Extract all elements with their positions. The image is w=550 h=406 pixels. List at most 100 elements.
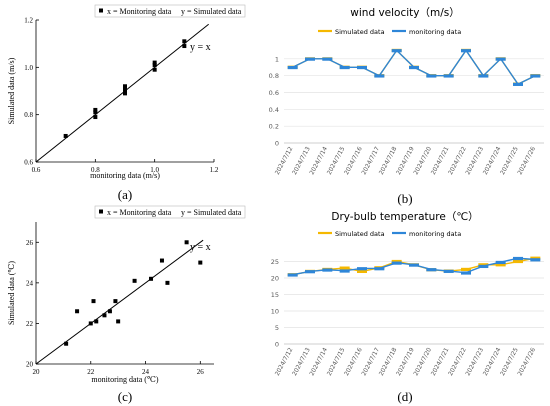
legend-label-monitoring-b: monitoring data: [409, 28, 461, 36]
y-tick-label: 20: [26, 361, 34, 369]
ticks-c: 20 22 24 26 20 22 24 26: [26, 239, 204, 376]
y-tick-label: 15: [271, 291, 279, 299]
y-tick-label: 22: [26, 320, 34, 328]
legend-b: Simulated data monitoring data: [318, 28, 461, 36]
scatter-point: [123, 91, 127, 96]
scatter-point: [198, 260, 203, 265]
legend-label-simulated-d: Simulated data: [335, 230, 385, 238]
scatter-point: [116, 319, 121, 324]
scatter-point: [94, 319, 99, 324]
panel-label-b: (b): [397, 191, 412, 206]
scatter-point: [102, 313, 107, 318]
reference-line-label-c: y = x: [190, 242, 211, 253]
scatter-point: [152, 67, 157, 72]
scatter-point: [93, 110, 98, 115]
y-tick-label: 20: [271, 275, 279, 283]
x-tick-label: 26: [197, 368, 205, 376]
panel-label-d: (d): [397, 389, 412, 404]
points-c: [64, 240, 203, 346]
x-tick-label: 24: [142, 368, 150, 376]
grid-b: 0 0.2 0.4 0.6 0.8 1: [269, 55, 544, 148]
legend-box-c: [94, 205, 246, 219]
x-tick-label: 1.0: [150, 166, 159, 174]
legend-label-simulated-b: Simulated data: [335, 28, 385, 36]
y-tick-label: 0.4: [269, 106, 279, 114]
scatter-point: [132, 278, 137, 283]
scatter-point: [123, 84, 127, 89]
series-lines-b: [287, 48, 541, 86]
x-axis-label-c: monitoring data (℃): [91, 375, 158, 384]
x-axis-label-a: monitoring data (m/s): [90, 171, 160, 180]
x-tick-label: 1.2: [210, 166, 219, 174]
y-tick-label: 0.2: [269, 123, 279, 131]
scatter-point: [184, 240, 189, 245]
y-tick-label: 0: [275, 140, 279, 148]
chart-title-d: Dry-bulb temperature（℃）: [331, 211, 478, 223]
y-tick-label: 26: [26, 239, 34, 247]
scatter-point: [123, 89, 127, 93]
scatter-point: [152, 60, 157, 65]
x-tick-label: 22: [87, 368, 95, 376]
y-tick-label: 0.6: [269, 89, 279, 97]
y-tick-label: 0.6: [24, 159, 33, 167]
legend-y-label-c: y = Simulated data: [181, 208, 242, 217]
ticks-a: 0.6 0.8 1.0 1.2 0.6 0.8 1.0 1.2: [24, 17, 219, 175]
legend-x-label-a: x = Monitoring data: [107, 7, 172, 16]
legend-marker-a: [99, 8, 103, 13]
scatter-point: [149, 276, 154, 281]
scatter-point: [123, 86, 127, 91]
y-tick-label: 1.0: [24, 64, 33, 72]
scatter-point: [107, 309, 112, 314]
scatter-panel-c: x = Monitoring data y = Simulated data 2…: [7, 205, 246, 404]
panel-label-c: (c): [118, 389, 132, 404]
chart-title-b: wind velocity（m/s）: [350, 7, 459, 19]
scatter-point: [182, 39, 187, 44]
x-tick-label: 20: [33, 368, 41, 376]
y-tick-label: 1: [275, 55, 279, 63]
legend-box-a: [94, 4, 246, 18]
series-lines-d: [287, 256, 541, 277]
y-tick-label: 1.2: [24, 17, 33, 25]
scatter-point: [182, 44, 187, 49]
scatter-point: [63, 133, 68, 138]
y-axis-label-c: Simulated data (℃): [7, 261, 16, 325]
legend-x-label-c: x = Monitoring data: [107, 208, 172, 217]
x-tick-label: 2024/7/26: [516, 145, 537, 176]
legend-y-label-a: y = Simulated data: [181, 7, 242, 16]
y-tick-label: 25: [271, 258, 279, 266]
scatter-point: [91, 299, 96, 304]
legend-d: Simulated data monitoring data: [318, 230, 461, 238]
scatter-point: [75, 309, 80, 314]
reference-line-a: [35, 23, 209, 163]
scatter-panel-a: x = Monitoring data y = Simulated data 0…: [7, 4, 246, 202]
points-a: [63, 39, 187, 138]
y-tick-label: 5: [275, 324, 279, 332]
scatter-point: [165, 280, 170, 285]
scatter-point: [159, 258, 164, 263]
y-axis-label-a: Simulated data (m/s): [7, 57, 16, 124]
line-panel-b: wind velocity（m/s） Simulated data monito…: [269, 7, 544, 206]
scatter-point: [93, 115, 98, 120]
y-tick-label: 10: [271, 308, 279, 316]
legend-marker-c: [99, 209, 103, 214]
scatter-point: [152, 62, 157, 67]
x-tick-label: 0.8: [91, 166, 100, 174]
scatter-point: [113, 299, 118, 304]
reference-line-c: [35, 239, 204, 365]
x-tick-label: 2024/7/26: [516, 346, 537, 377]
reference-line-label-a: y = x: [190, 42, 211, 53]
y-tick-label: 0: [275, 341, 279, 349]
scatter-point: [64, 341, 69, 346]
x-tick-label: 0.6: [32, 166, 41, 174]
y-tick-label: 0.8: [269, 72, 279, 80]
panel-label-a: (a): [118, 187, 132, 202]
y-tick-label: 24: [26, 279, 34, 287]
scatter-point: [88, 321, 93, 326]
legend-label-monitoring-d: monitoring data: [409, 230, 461, 238]
scatter-point: [93, 107, 98, 112]
x-tick-labels-d: 2024/7/122024/7/132024/7/142024/7/152024…: [274, 346, 537, 377]
x-tick-labels-b: 2024/7/122024/7/132024/7/142024/7/152024…: [274, 145, 537, 176]
y-tick-label: 0.8: [24, 111, 33, 119]
line-panel-d: Dry-bulb temperature（℃） Simulated data m…: [271, 211, 544, 404]
